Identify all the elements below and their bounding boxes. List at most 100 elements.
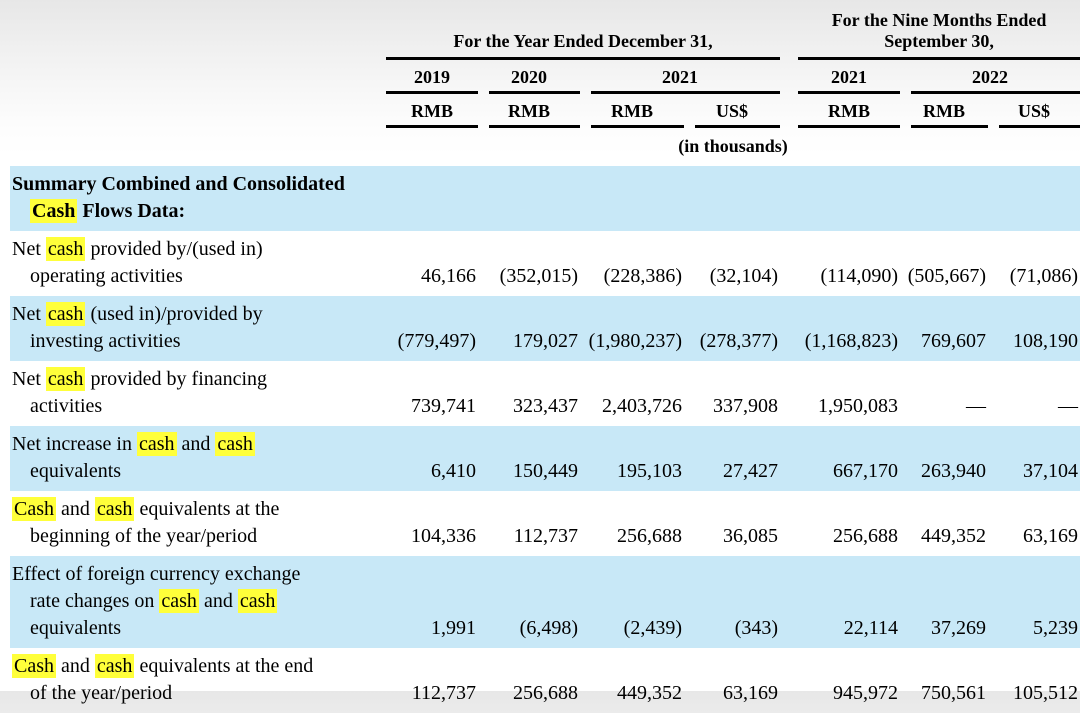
cell-9m2021-rmb: 1,950,083 xyxy=(818,395,899,417)
group-gap xyxy=(780,0,798,60)
highlight-cash: cash xyxy=(237,589,278,613)
table-row: Effect of foreign currency exchange rate … xyxy=(10,556,1080,648)
highlight-cash: cash xyxy=(136,432,177,456)
year-label: 2020 xyxy=(511,67,547,87)
units-note: (in thousands) xyxy=(678,136,788,156)
year-label: 2021 xyxy=(831,67,868,87)
currency-underline xyxy=(591,125,684,128)
table-row: Cash and cash equivalents at the end of t… xyxy=(10,648,1080,713)
col-2020: 2020 xyxy=(478,60,580,94)
currency-underline xyxy=(911,125,989,128)
cell-2019-rmb: 112,737 xyxy=(411,682,476,704)
cell-2019-rmb: (779,497) xyxy=(386,296,478,361)
cell-gap xyxy=(780,426,799,491)
currency-label: US$ xyxy=(716,101,749,121)
cell-2022-usd: (71,086) xyxy=(1009,265,1079,287)
year-underline xyxy=(798,91,901,94)
currency-underline xyxy=(386,125,478,128)
row-label: Net cash (used in)/provided by investing … xyxy=(10,296,386,361)
cell-9m2021-rmb: 667,170 xyxy=(798,426,901,491)
header-spacer xyxy=(10,60,386,94)
cell-2022-rmb: 37,269 xyxy=(900,556,989,648)
row-label: Cash and cash equivalents at the end of t… xyxy=(12,654,314,704)
currency-underline xyxy=(798,125,901,128)
cell-2020-rmb: (352,015) xyxy=(499,265,578,287)
row-label: Effect of foreign currency exchange rate … xyxy=(10,556,386,648)
cell-2020-rmb: 112,737 xyxy=(513,525,578,547)
group-year-ended-title: For the Year Ended December 31, xyxy=(453,31,713,51)
year-underline xyxy=(591,91,781,94)
cell-2021-usd: 36,085 xyxy=(723,525,779,547)
table-row: Net increase in cash and cash equivalents… xyxy=(10,426,1080,491)
cell-2021-usd: 27,427 xyxy=(684,426,781,491)
cell-9m2021-rmb xyxy=(798,166,901,231)
header-year-row: 2019 2020 2021 2021 2022 xyxy=(10,60,1080,94)
group-year-ended: For the Year Ended December 31, xyxy=(386,0,781,60)
cell-2021-rmb: 256,688 xyxy=(617,525,682,547)
cell-gap xyxy=(780,556,799,648)
highlight-cash: Cash xyxy=(12,497,56,521)
highlight-cash: cash xyxy=(215,432,255,456)
currency-label: RMB xyxy=(923,101,966,121)
year-underline xyxy=(489,91,580,94)
table-body: Summary Combined and Consolidated Cash Fl… xyxy=(10,166,1080,713)
cell-9m2021-rmb: (1,168,823) xyxy=(798,296,901,361)
cell-2019-rmb: 104,336 xyxy=(411,525,476,547)
cell-9m2021-rmb: 945,972 xyxy=(833,682,899,704)
year-label: 2022 xyxy=(972,67,1009,87)
currency-2021-rmb: RMB xyxy=(580,94,684,128)
row-label: Net cash provided by financing activities xyxy=(12,367,268,417)
currency-label: RMB xyxy=(411,101,453,121)
cell-2022-usd: 37,104 xyxy=(988,426,1080,491)
currency-label: RMB xyxy=(508,101,550,121)
cell-gap xyxy=(780,648,798,713)
cell-2022-usd: 105,512 xyxy=(1013,682,1079,704)
year-label: 2021 xyxy=(662,67,699,87)
cell-2020-rmb: 323,437 xyxy=(513,395,578,417)
table-row: Net cash provided by financing activities… xyxy=(10,361,1080,426)
cell-2020-rmb: (6,498) xyxy=(478,556,580,648)
row-label: Summary Combined and Consolidated Cash Fl… xyxy=(10,166,386,231)
group-nine-months-title: For the Nine Months Ended September 30, xyxy=(831,10,1047,51)
highlight-cash: cash xyxy=(94,654,135,678)
cell-2021-usd: (278,377) xyxy=(684,296,781,361)
cell-2021-usd: 337,908 xyxy=(713,395,779,417)
header-units-row: (in thousands) xyxy=(10,128,1080,166)
highlight-cash: cash xyxy=(159,589,199,613)
highlight-cash: cash xyxy=(94,497,135,521)
cell-2020-rmb: 179,027 xyxy=(478,296,580,361)
cell-9m2021-rmb: (114,090) xyxy=(820,265,899,287)
currency-label: RMB xyxy=(611,101,653,121)
cell-2022-rmb: (505,667) xyxy=(907,265,987,287)
highlight-cash: cash xyxy=(45,237,86,261)
cell-2021-usd: (343) xyxy=(684,556,781,648)
currency-2020-rmb: RMB xyxy=(478,94,580,128)
cell-2022-rmb: 769,607 xyxy=(900,296,989,361)
header-spacer xyxy=(10,94,386,128)
header-currency-row: RMB RMB RMB US$ RMB RMB US$ xyxy=(10,94,1080,128)
table-row: Summary Combined and Consolidated Cash Fl… xyxy=(10,166,1080,231)
currency-label: RMB xyxy=(828,101,871,121)
row-label: Net cash provided by/(used in) operating … xyxy=(12,237,263,287)
table-row: Net cash (used in)/provided by investing … xyxy=(10,296,1080,361)
cell-gap xyxy=(780,361,798,426)
cell-2022-usd: 108,190 xyxy=(988,296,1080,361)
group-underline xyxy=(386,57,781,60)
currency-2021-usd: US$ xyxy=(684,94,781,128)
cell-2021-rmb: 2,403,726 xyxy=(602,395,682,417)
cell-gap xyxy=(780,296,799,361)
cash-flows-table: For the Year Ended December 31, For the … xyxy=(10,0,1080,713)
currency-2019-rmb: RMB xyxy=(386,94,478,128)
cell-2022-rmb: 750,561 xyxy=(921,682,987,704)
currency-underline xyxy=(695,125,781,128)
col-2021-9m: 2021 xyxy=(798,60,901,94)
cell-2019-rmb: 739,741 xyxy=(411,395,476,417)
cell-2022-rmb: 449,352 xyxy=(921,525,987,547)
cell-2021-rmb xyxy=(580,166,684,231)
cell-2021-rmb: (228,386) xyxy=(603,265,682,287)
cell-gap xyxy=(780,166,799,231)
cell-2020-rmb: 256,688 xyxy=(513,682,578,704)
cell-2021-usd: 63,169 xyxy=(723,682,779,704)
cell-2022-usd: 63,169 xyxy=(1023,525,1079,547)
cell-2021-rmb: (2,439) xyxy=(580,556,684,648)
